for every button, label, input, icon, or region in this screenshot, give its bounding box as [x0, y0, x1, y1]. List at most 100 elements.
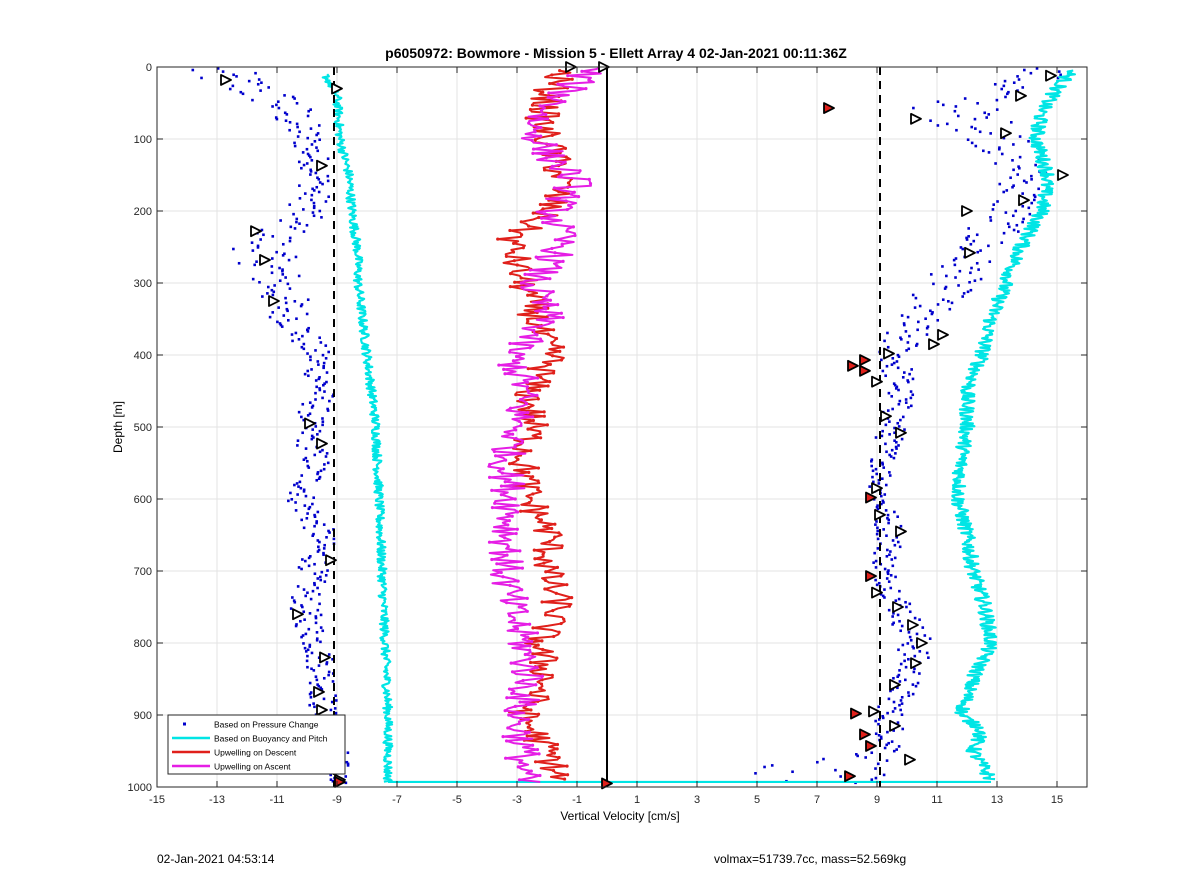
series-ascent-point — [506, 726, 510, 730]
pressure-point — [1000, 241, 1004, 244]
series-ascent-point — [495, 562, 499, 566]
series-ascent-point — [490, 488, 494, 492]
pressure-point — [890, 395, 894, 398]
pressure-point — [268, 315, 272, 319]
pressure-point — [253, 263, 256, 267]
series-ascent-point — [578, 169, 582, 173]
pressure-point — [326, 461, 330, 465]
series-ascent-point — [504, 756, 508, 760]
series-ascent-point — [535, 665, 539, 670]
pressure-point — [267, 86, 270, 89]
pressure-point — [872, 561, 875, 564]
pressure-point — [909, 404, 913, 408]
pressure-point — [979, 249, 982, 252]
series-descent-point — [538, 202, 542, 207]
series-buoyancy-right — [951, 69, 1077, 781]
pressure-point — [899, 418, 902, 422]
pressure-point — [318, 387, 321, 390]
pressure-point — [930, 312, 934, 316]
pressure-point — [254, 71, 257, 75]
pressure-point — [886, 513, 890, 517]
series-descent-point — [529, 691, 533, 695]
series-ascent-point — [547, 91, 551, 95]
pressure-point — [321, 417, 324, 420]
pressure-point — [1033, 195, 1037, 199]
y-tick-label: 500 — [134, 422, 152, 434]
pressure-point — [311, 534, 315, 538]
pressure-point — [301, 558, 304, 561]
series-descent-point — [516, 457, 520, 461]
series-descent-point — [529, 496, 533, 500]
pressure-point — [888, 453, 891, 457]
series-ascent-point — [540, 674, 545, 678]
pressure-point — [286, 309, 289, 313]
series-descent-point — [546, 695, 550, 699]
series-descent-point — [533, 557, 537, 561]
series-ascent-point — [528, 657, 532, 661]
pressure-point — [311, 404, 315, 408]
pressure-point — [927, 656, 930, 659]
pressure-point — [320, 688, 324, 691]
open-triangle-marker — [904, 753, 916, 766]
pressure-point — [967, 235, 970, 238]
pressure-point — [904, 398, 908, 401]
series-descent-point — [538, 686, 542, 690]
series-ascent-point — [553, 238, 557, 242]
pressure-point — [754, 772, 757, 775]
pressure-point — [300, 474, 304, 477]
pressure-point — [896, 540, 900, 544]
pressure-point — [994, 162, 997, 165]
pressure-point — [302, 488, 306, 492]
series-ascent-point — [524, 402, 529, 406]
pressure-point — [318, 336, 321, 340]
pressure-point — [974, 144, 978, 148]
pressure-point — [304, 456, 308, 460]
series-descent-point — [539, 436, 543, 440]
pressure-point — [911, 377, 915, 381]
pressure-point — [874, 467, 878, 471]
pressure-point — [897, 425, 901, 428]
series-ascent-point — [519, 423, 523, 428]
pressure-point — [302, 418, 306, 422]
pressure-point — [1003, 79, 1007, 83]
pressure-point — [325, 371, 329, 374]
series-ascent-point — [559, 173, 563, 177]
series-ascent-point — [545, 294, 549, 298]
series-ascent-point — [559, 311, 563, 315]
pressure-point — [924, 317, 927, 321]
y-tick-label: 100 — [134, 134, 152, 146]
series-descent-point — [504, 254, 509, 258]
series-ascent-point — [538, 773, 542, 778]
series-ascent-point — [567, 203, 571, 207]
series-descent-point — [554, 591, 558, 595]
series-buoyancy-left — [321, 73, 394, 783]
series-ascent-point — [513, 497, 517, 501]
open-triangle-marker — [868, 705, 880, 718]
series-descent-point — [513, 280, 517, 284]
series-descent-point — [546, 384, 550, 388]
series-ascent-point — [503, 536, 507, 540]
series-ascent-point — [510, 670, 515, 674]
series-ascent-point — [505, 553, 509, 557]
x-tick-label: -7 — [392, 794, 402, 806]
series-descent-point — [526, 367, 530, 371]
pressure-point — [966, 138, 970, 142]
series-descent-point — [548, 81, 552, 86]
pressure-point — [897, 745, 901, 748]
filled-triangle-marker — [859, 364, 871, 377]
pressure-point — [271, 105, 274, 108]
pressure-point — [959, 246, 963, 249]
pressure-point — [306, 459, 309, 463]
pressure-point — [237, 261, 241, 265]
filled-triangle-marker — [859, 354, 871, 366]
series-ascent-point — [501, 575, 505, 579]
pressure-point — [310, 368, 313, 371]
series-descent-point — [551, 120, 555, 125]
pressure-point — [295, 220, 298, 224]
pressure-point — [977, 268, 980, 271]
pressure-point — [904, 665, 908, 669]
legend-marker-pressure — [183, 722, 186, 726]
pressure-point — [322, 676, 326, 680]
series-descent-point — [562, 617, 566, 621]
pressure-point — [301, 151, 305, 154]
